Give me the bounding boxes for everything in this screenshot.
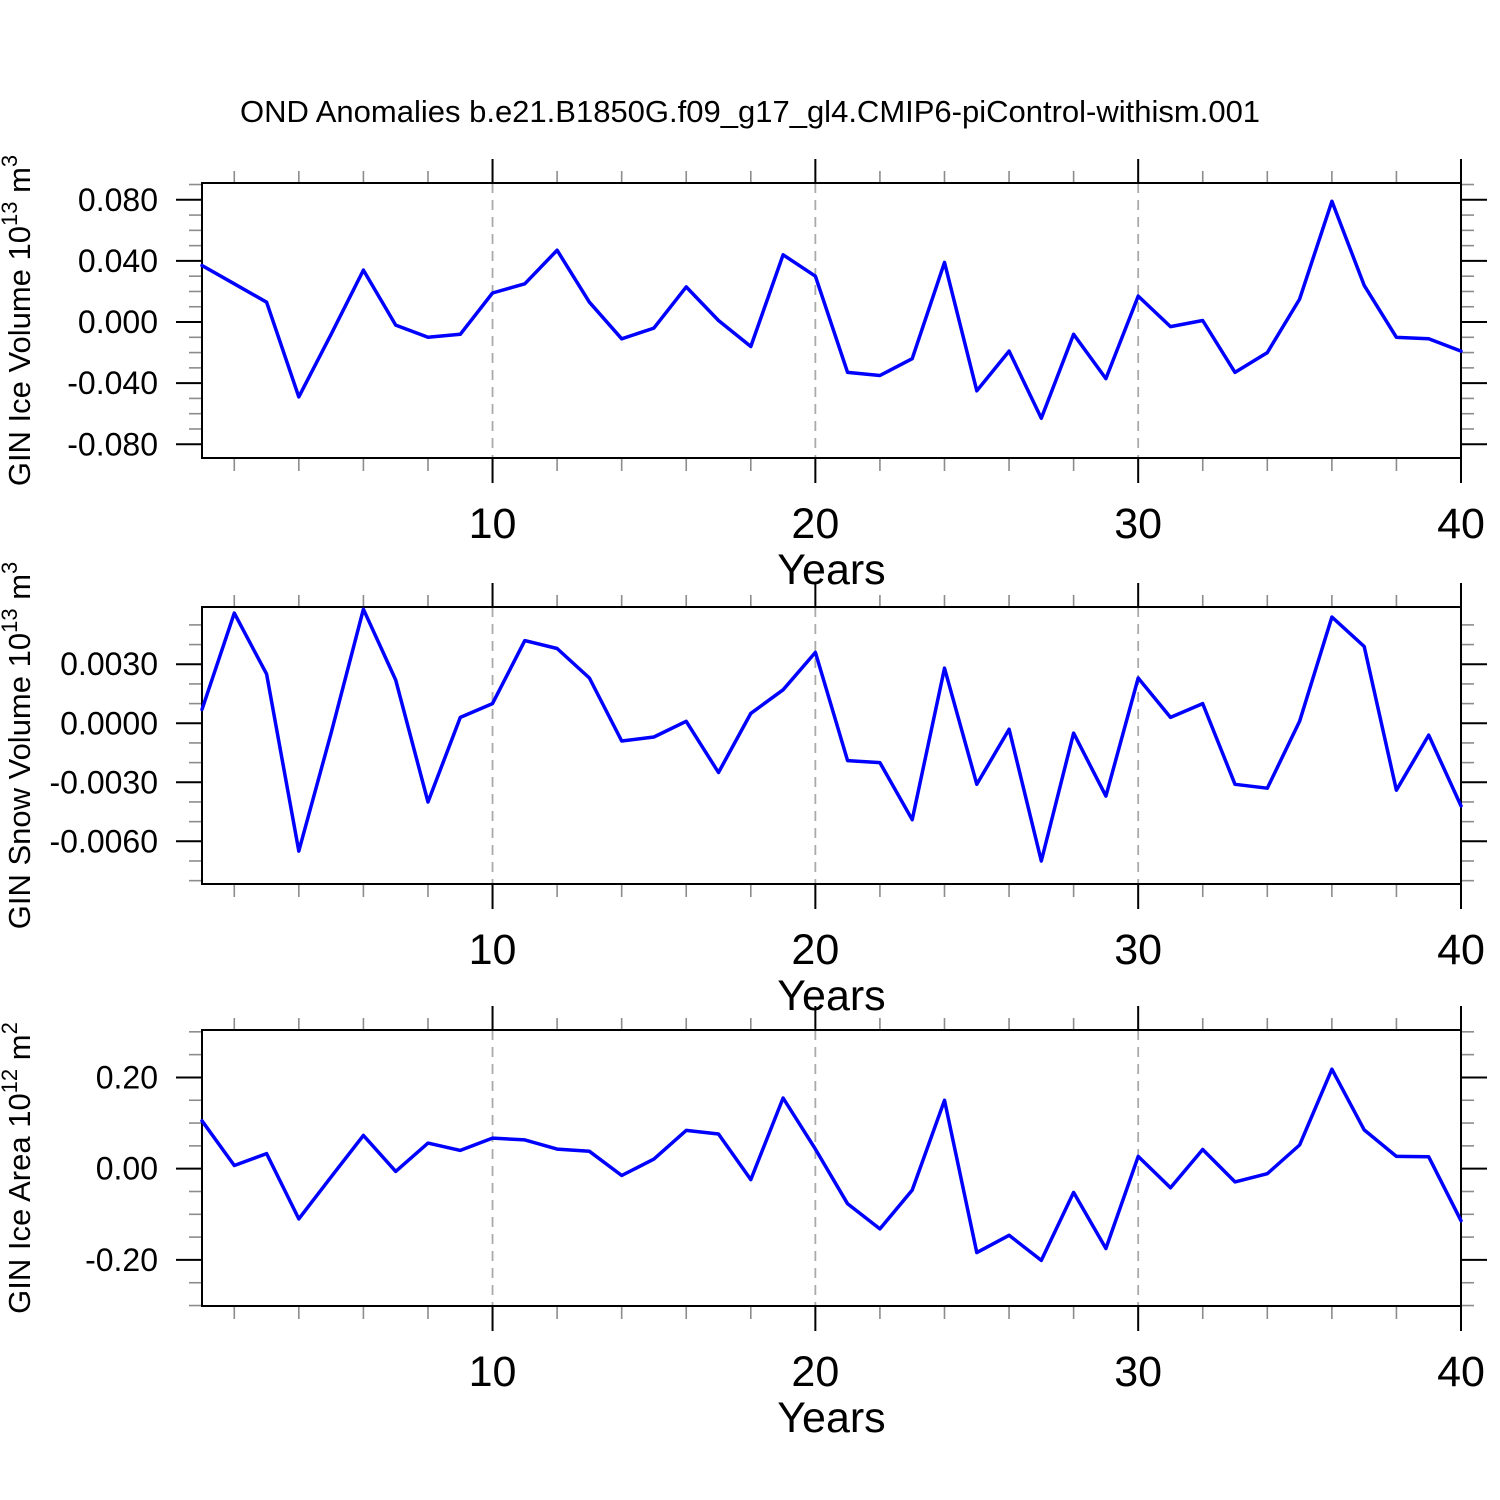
y-tick-label: -0.040 bbox=[67, 365, 158, 401]
series-line-gin-ice-volume bbox=[200, 199, 1463, 421]
y-tick-label: -0.20 bbox=[85, 1242, 158, 1278]
x-axis-title: Years bbox=[777, 1394, 885, 1442]
plot-frame bbox=[201, 182, 1462, 459]
y-tick-label: -0.080 bbox=[67, 426, 158, 462]
y-tick-label: 0.000 bbox=[78, 304, 158, 340]
x-tick-label: 20 bbox=[791, 500, 839, 548]
y-tick-label: -0.0060 bbox=[49, 823, 158, 859]
plot-frame bbox=[201, 606, 1462, 885]
x-tick-label: 10 bbox=[469, 500, 517, 548]
y-axis-title: GIN Ice Volume 1013 m3 bbox=[0, 155, 37, 486]
y-axis-title: GIN Ice Area 1012 m2 bbox=[0, 1022, 37, 1314]
plot-gin-ice-area: -0.20 0.00 0.20 10 20 30 40 Years GIN Ice Area 1… bbox=[0, 1006, 1487, 1442]
x-axis-title: Years bbox=[777, 972, 885, 1020]
y-tick-label: -0.0030 bbox=[49, 764, 158, 800]
y-tick-label: 0.20 bbox=[96, 1059, 158, 1095]
y-tick-label: 0.040 bbox=[78, 243, 158, 279]
x-tick-label: 20 bbox=[791, 1348, 839, 1396]
x-tick-label: 40 bbox=[1437, 500, 1485, 548]
y-tick-label: 0.080 bbox=[78, 182, 158, 218]
y-tick-label: 0.00 bbox=[96, 1151, 158, 1187]
plot-frame bbox=[201, 1029, 1462, 1307]
chart-title: OND Anomalies b.e21.B1850G.f09_g17_gl4.C… bbox=[239, 94, 1261, 129]
x-tick-label: 30 bbox=[1114, 926, 1162, 974]
plot-gin-ice-volume: -0.080 -0.040 0.000 0.040 0.080 10 20 30 40 Years… bbox=[0, 155, 1487, 594]
x-tick-label: 20 bbox=[791, 926, 839, 974]
x-tick-label: 40 bbox=[1437, 1348, 1485, 1396]
y-axis-title: GIN Snow Volume 1013 m3 bbox=[0, 562, 37, 930]
series-line-gin-snow-volume bbox=[200, 607, 1463, 863]
x-axis-title: Years bbox=[777, 546, 885, 594]
plot-gin-snow-volume: -0.0060 -0.0030 0.0000 0.0030 10 20 30 40 Years G… bbox=[0, 562, 1487, 1020]
x-tick-label: 40 bbox=[1437, 926, 1485, 974]
y-tick-label: 0.0000 bbox=[60, 705, 158, 741]
x-tick-label: 10 bbox=[469, 1348, 517, 1396]
y-tick-label: 0.0030 bbox=[60, 646, 158, 682]
series-line-gin-ice-area bbox=[200, 1067, 1463, 1263]
x-tick-label: 30 bbox=[1114, 1348, 1162, 1396]
x-tick-label: 30 bbox=[1114, 500, 1162, 548]
x-tick-label: 10 bbox=[469, 926, 517, 974]
